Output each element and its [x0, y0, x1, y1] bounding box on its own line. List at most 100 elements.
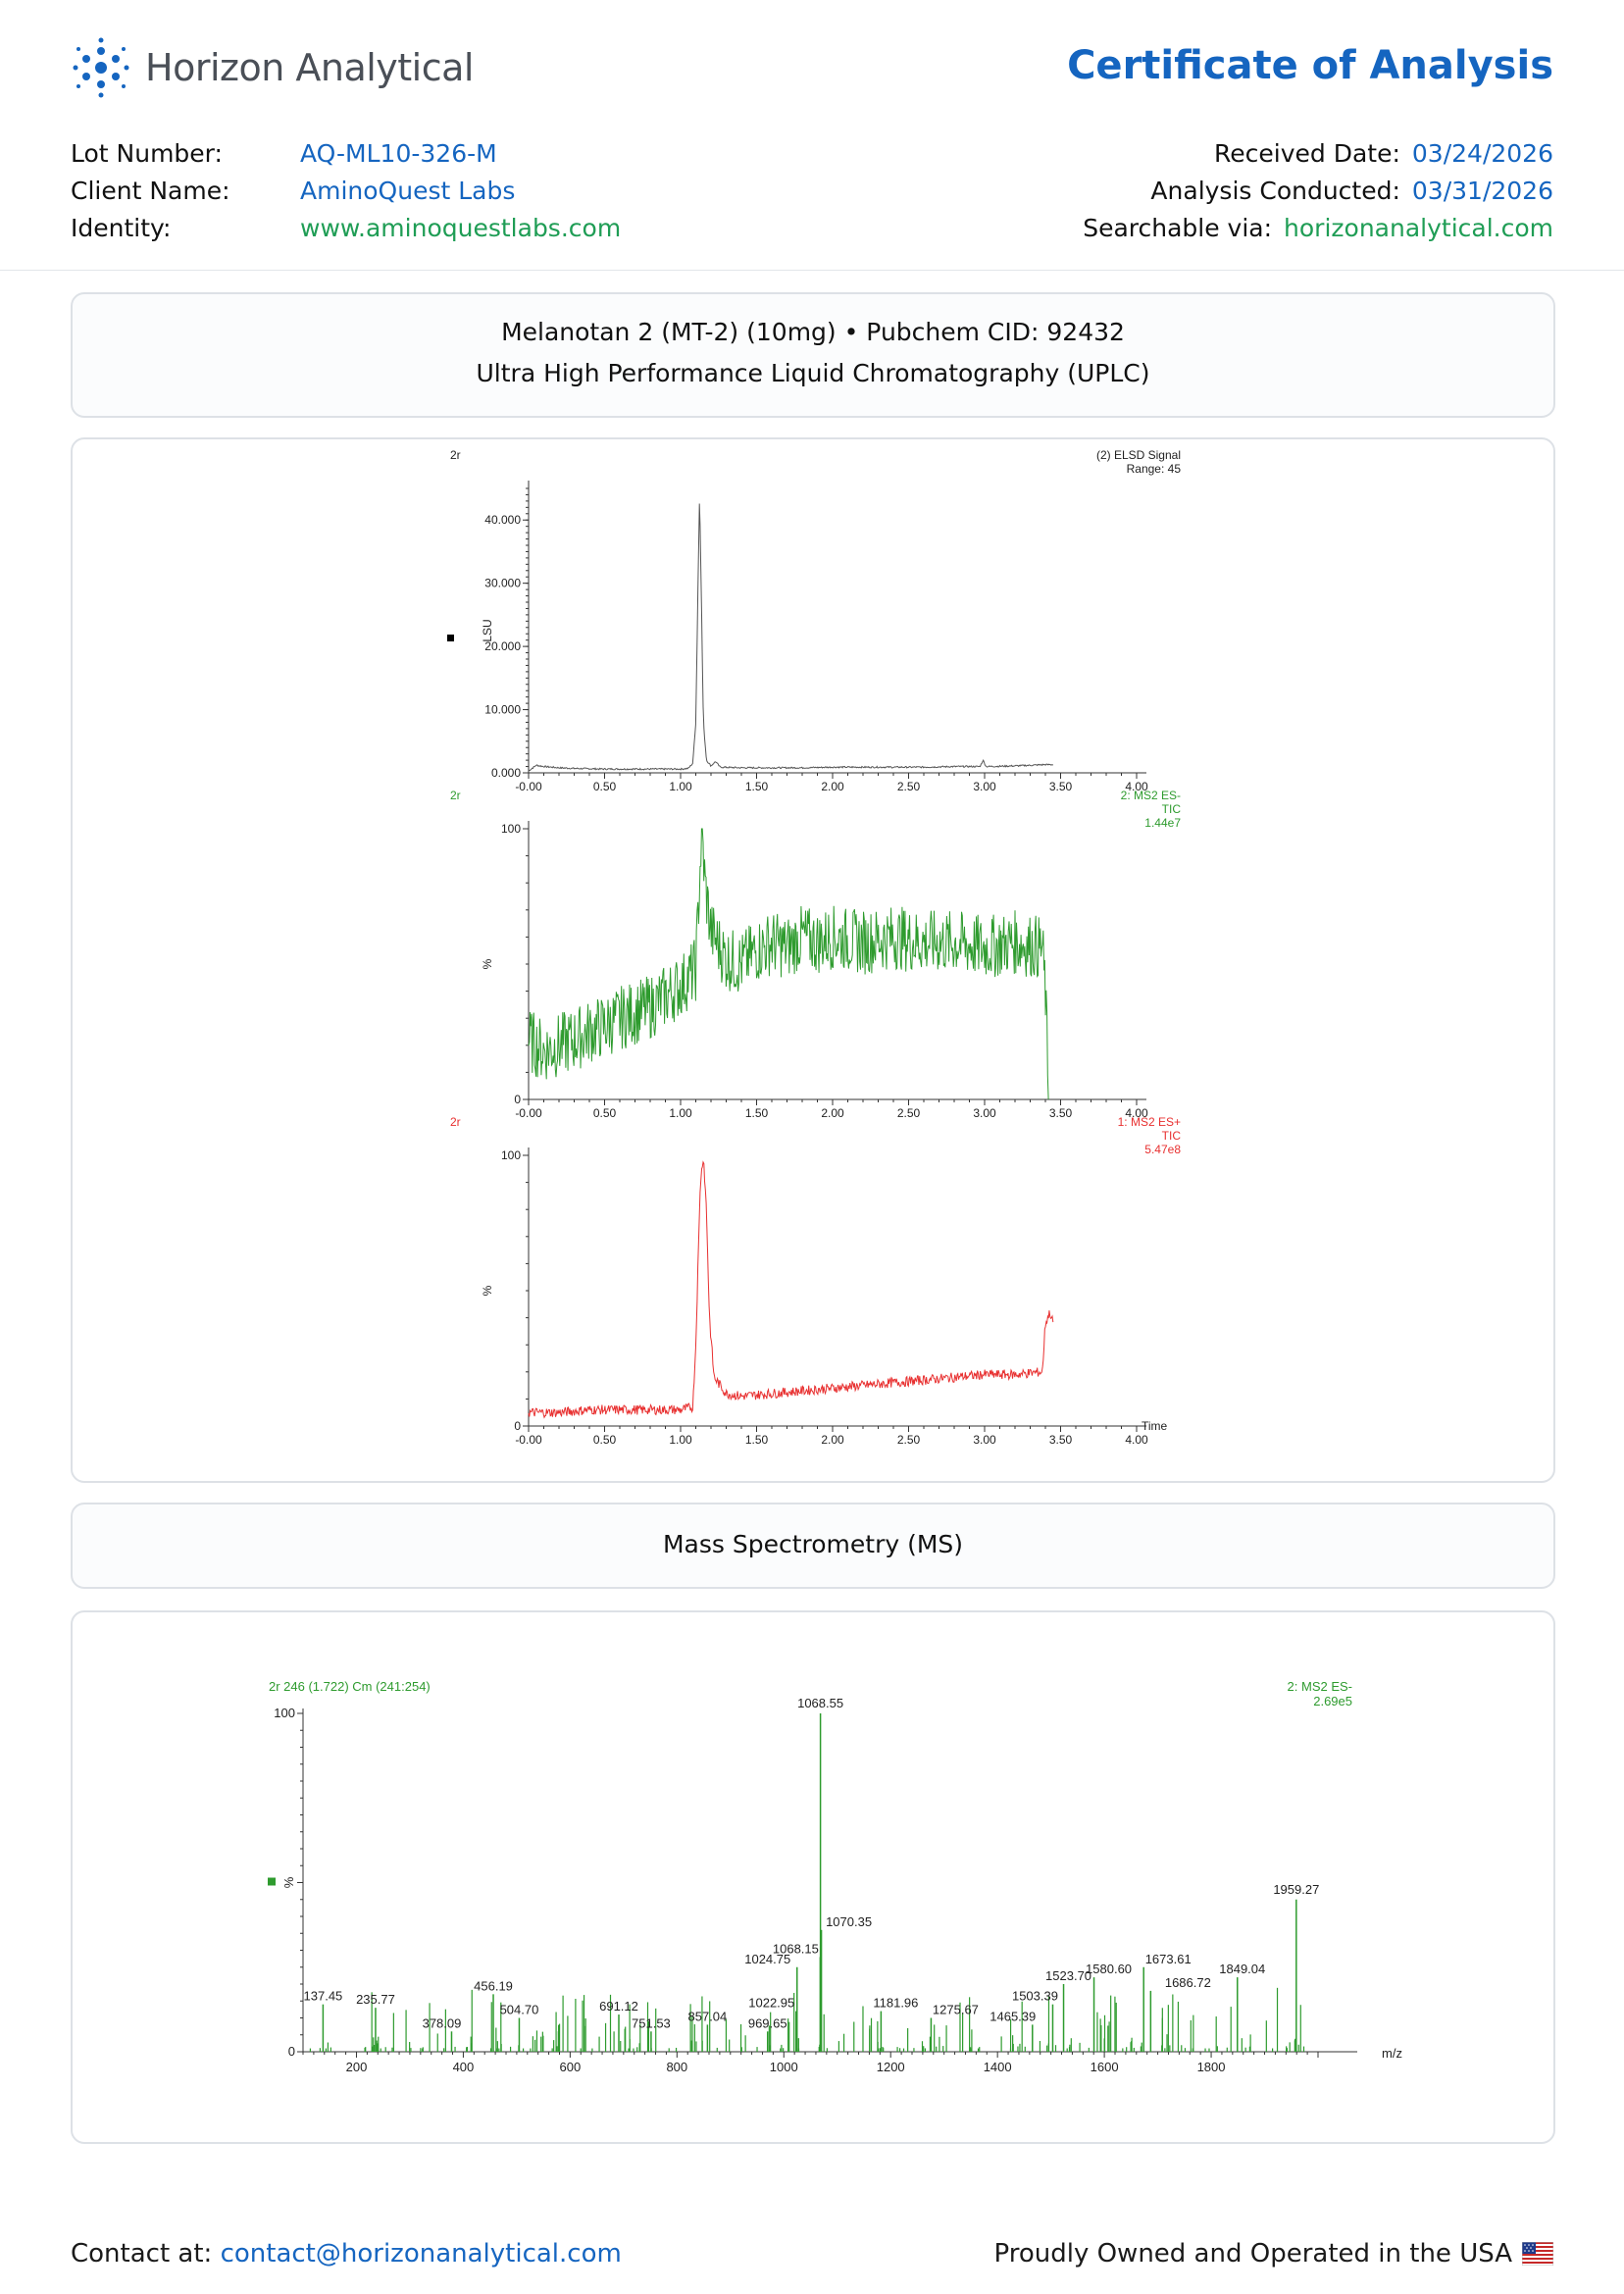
- legend-marker: [268, 1877, 276, 1886]
- ms-spectrum-svg: 200 400 600 800 1000 1200 1400 1600 18001000%m/z…: [268, 1679, 1402, 2074]
- peak-label: 857.04: [688, 2009, 728, 2023]
- x-tick-label: 2.50: [897, 780, 921, 793]
- x-tick-label: 2.00: [821, 1106, 844, 1120]
- x-tick-label: 1.50: [745, 1106, 769, 1120]
- y-axis-label: %: [481, 1285, 494, 1296]
- spectrum-header-label: 2r 246 (1.722) Cm (241:254): [269, 1679, 431, 1694]
- y-tick-label: 30.000: [484, 577, 521, 590]
- chromatogram-svg: -0.00 0.50 1.00 1.50 2.00 2.50 3.00 3.50 4.00 0.0…: [447, 448, 1181, 1447]
- legend-marker: [447, 635, 454, 641]
- trace-label: (2) ELSD Signal: [1096, 448, 1181, 462]
- peak-label: 1465.39: [990, 2009, 1036, 2023]
- identity-row: Identity: www.aminoquestlabs.com: [71, 210, 621, 247]
- trace-line: [528, 503, 1054, 772]
- contact-label: Contact at:: [71, 2239, 213, 2269]
- ms-title: Mass Spectrometry (MS): [662, 1530, 964, 1558]
- x-tick-label: 1.50: [745, 780, 769, 793]
- peak-label: 1849.04: [1219, 1962, 1265, 1976]
- ms-pos-tic-chart: -0.00 0.50 1.00 1.50 2.00 2.50 3.00 3.50 4.00 0 10…: [450, 1115, 1181, 1447]
- lot-row: Lot Number: AQ-ML10-326-M: [71, 135, 621, 173]
- trace-line: [528, 1160, 1054, 1419]
- peak-label: 1024.75: [744, 1952, 790, 1966]
- lot-value: AQ-ML10-326-M: [300, 139, 497, 168]
- sample-label: 2r: [450, 789, 461, 802]
- conducted-label: Analysis Conducted:: [1150, 177, 1400, 205]
- y-tick-label: 100: [501, 822, 521, 836]
- footer-usa: Proudly Owned and Operated in the USA: [993, 2234, 1553, 2273]
- trace-line: [528, 828, 1049, 1100]
- peak-label: 1523.70: [1045, 1968, 1091, 1983]
- identity-link[interactable]: www.aminoquestlabs.com: [300, 214, 622, 242]
- client-label: Client Name:: [71, 177, 230, 205]
- x-tick-label: 200: [346, 2060, 368, 2074]
- searchable-label: Searchable via:: [1083, 214, 1273, 242]
- header: Horizon Analytical Certificate of Analys…: [0, 0, 1624, 271]
- ms-neg-tic-chart: -0.00 0.50 1.00 1.50 2.00 2.50 3.00 3.50 4.00 0 10…: [450, 789, 1181, 1120]
- x-tick-label: 0.50: [593, 780, 617, 793]
- identity-label: Identity:: [71, 214, 172, 242]
- trace-label: 2.69e5: [1313, 1694, 1352, 1708]
- elsd-chart: -0.00 0.50 1.00 1.50 2.00 2.50 3.00 3.50 4.00 0.0…: [447, 448, 1181, 793]
- x-tick-label: 1.00: [669, 780, 692, 793]
- x-tick-label: 3.00: [973, 1106, 996, 1120]
- lot-label: Lot Number:: [71, 139, 223, 168]
- compound-title: Melanotan 2 (MT-2) (10mg) • Pubchem CID:…: [501, 318, 1125, 346]
- x-tick-label: 2.00: [821, 780, 844, 793]
- peak-label: 1959.27: [1273, 1882, 1319, 1897]
- trace-label: 1: MS2 ES+: [1118, 1115, 1181, 1129]
- x-tick-label: 0.50: [593, 1106, 617, 1120]
- peak-label: 1181.96: [873, 1996, 918, 2011]
- meta-left: Lot Number: AQ-ML10-326-M Client Name: Ami…: [71, 135, 621, 247]
- y-tick-label: 0: [288, 2044, 295, 2059]
- peak-label: 456.19: [474, 1978, 513, 1993]
- x-axis-label: m/z: [1382, 2046, 1402, 2061]
- y-tick-label: 0.000: [491, 766, 521, 780]
- contact-email-link[interactable]: contact@horizonanalytical.com: [220, 2239, 622, 2269]
- client-value: AminoQuest Labs: [300, 177, 516, 205]
- received-label: Received Date:: [1214, 139, 1400, 168]
- x-tick-label: 4.00: [1125, 780, 1148, 793]
- x-tick-label: 1400: [984, 2060, 1012, 2074]
- x-tick-label: 3.50: [1049, 780, 1073, 793]
- footer: Contact at: contact@horizonanalytical.co…: [71, 2234, 1553, 2273]
- meta-right: Received Date: 03/24/2026 Analysis Conduc…: [1083, 135, 1553, 247]
- x-tick-label: 1.50: [745, 1433, 769, 1447]
- y-axis-label: %: [481, 958, 494, 969]
- x-tick-label: 2.00: [821, 1433, 844, 1447]
- made-in-usa-text: Proudly Owned and Operated in the USA: [993, 2239, 1512, 2269]
- x-tick-label: 0.50: [593, 1433, 617, 1447]
- y-tick-label: 40.000: [484, 513, 521, 527]
- trace-label: 1.44e7: [1144, 816, 1181, 830]
- searchable-link[interactable]: horizonanalytical.com: [1284, 214, 1553, 242]
- received-value: 03/24/2026: [1411, 139, 1553, 168]
- ms-title-panel: Mass Spectrometry (MS): [71, 1503, 1555, 1589]
- peak-label: 235.77: [356, 1992, 395, 2007]
- method-title: Ultra High Performance Liquid Chromatogr…: [476, 359, 1150, 387]
- y-tick-label: 10.000: [484, 703, 521, 717]
- peak-label: 1022.95: [748, 1996, 794, 2011]
- document-title: Certificate of Analysis: [1067, 43, 1553, 88]
- x-tick-label: 3.00: [973, 780, 996, 793]
- x-tick-label: 1000: [770, 2060, 798, 2074]
- x-tick-label: 3.50: [1049, 1106, 1073, 1120]
- peak-label: 1673.61: [1145, 1952, 1192, 1966]
- peak-label: 1503.39: [1012, 1989, 1058, 2004]
- peak-label: 691.12: [599, 1999, 638, 2014]
- peak-label: 1068.15: [773, 1941, 819, 1956]
- ms-spectrum-panel: 200 400 600 800 1000 1200 1400 1600 1800 100 0% m/z…: [71, 1610, 1555, 2144]
- y-axis-label: LSU: [481, 619, 494, 641]
- peak-label: 1580.60: [1086, 1962, 1132, 1976]
- x-tick-label: 2.50: [897, 1106, 921, 1120]
- y-axis-label: %: [281, 1876, 296, 1888]
- trace-label: TIC: [1162, 802, 1182, 816]
- peak-label: 1068.55: [797, 1696, 843, 1710]
- x-tick-label: 600: [560, 2060, 582, 2074]
- trace-label: 5.47e8: [1144, 1143, 1181, 1156]
- footer-contact: Contact at: contact@horizonanalytical.co…: [71, 2234, 622, 2273]
- conducted-row: Analysis Conducted: 03/31/2026: [1083, 173, 1553, 210]
- peak-label: 378.09: [423, 2015, 462, 2030]
- ms-spectrum-chart: 200 400 600 800 1000 1200 1400 1600 18001000%m/z…: [268, 1679, 1402, 2074]
- x-tick-label: -0.00: [515, 780, 542, 793]
- x-tick-label: 1600: [1091, 2060, 1119, 2074]
- molecule-logo-icon: [73, 37, 129, 98]
